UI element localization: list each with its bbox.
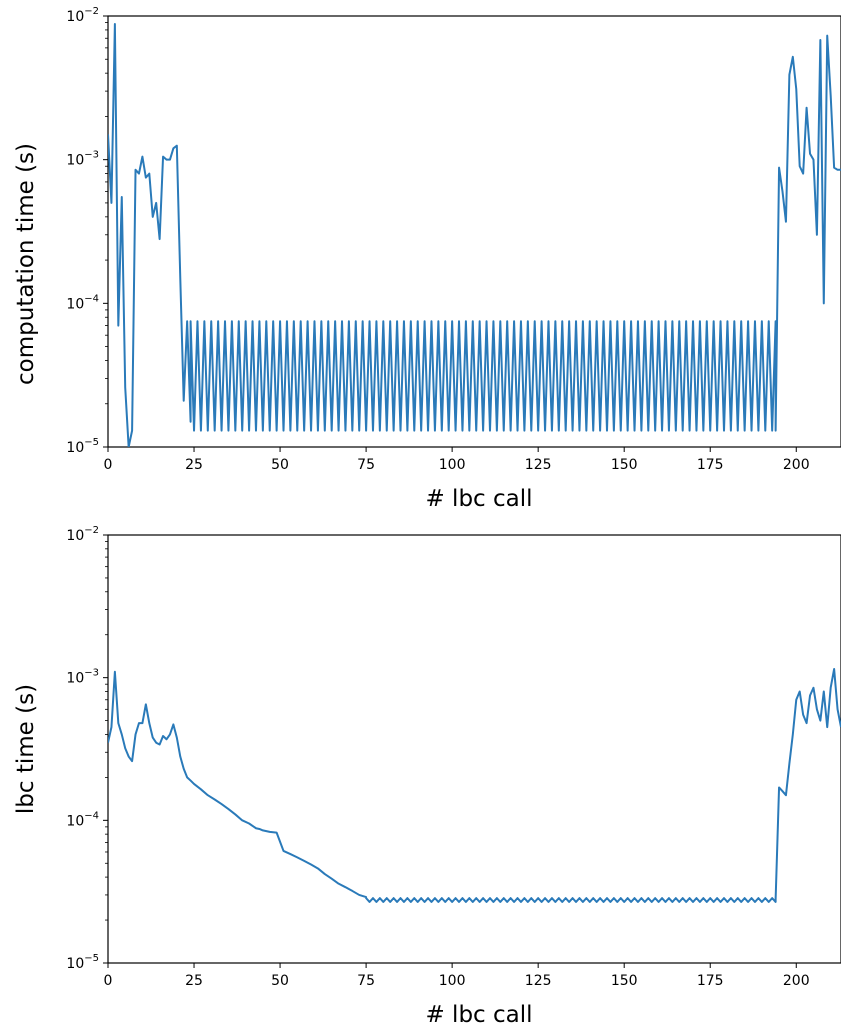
y-tick-labels: 10−5 10−4 10−3 10−2 xyxy=(66,525,99,972)
x-tick-label: 175 xyxy=(697,973,724,989)
x-tick-label: 100 xyxy=(439,973,466,989)
series-line-group xyxy=(108,22,841,447)
x-tick-label: 125 xyxy=(525,973,552,989)
x-tick-label: 0 xyxy=(104,973,113,989)
x-tick-label: 100 xyxy=(439,457,466,473)
y-tick-label: 10−5 xyxy=(66,953,99,972)
x-tick-label: 200 xyxy=(783,973,810,989)
series-line xyxy=(108,22,841,447)
tick-marks xyxy=(103,534,797,968)
y-tick-label: 10−2 xyxy=(66,525,99,544)
x-tick-labels: 0 25 50 75 100 125 150 175 200 xyxy=(104,457,810,473)
series-line-group xyxy=(108,668,841,903)
x-tick-label: 75 xyxy=(357,973,375,989)
y-tick-label: 10−2 xyxy=(66,6,99,25)
y-tick-label: 10−4 xyxy=(66,293,99,312)
x-tick-label: 50 xyxy=(271,457,289,473)
chart-panel-lbc-time: 0 25 50 75 100 125 150 175 200 10−510−410−310−2 … xyxy=(13,525,841,1028)
y-axis-label: computation time (s) xyxy=(13,143,39,385)
x-tick-label: 0 xyxy=(104,457,113,473)
x-axis-label: # lbc call xyxy=(425,486,532,512)
axes-frame xyxy=(107,534,841,964)
x-tick-label: 75 xyxy=(357,457,375,473)
y-tick-labels: 10−5 10−4 10−3 10−2 xyxy=(66,6,99,456)
x-tick-label: 25 xyxy=(185,973,203,989)
x-tick-label: 50 xyxy=(271,973,289,989)
y-tick-label: 10−5 xyxy=(66,437,99,456)
x-tick-label: 150 xyxy=(611,457,638,473)
x-tick-label: 25 xyxy=(185,457,203,473)
y-axis-label: lbc time (s) xyxy=(13,684,39,814)
tick-marks xyxy=(103,15,797,452)
x-tick-label: 125 xyxy=(525,457,552,473)
y-tick-label: 10−3 xyxy=(66,668,99,687)
x-tick-label: 175 xyxy=(697,457,724,473)
x-tick-labels: 0 25 50 75 100 125 150 175 200 xyxy=(104,973,810,989)
y-tick-label: 10−4 xyxy=(66,810,99,829)
chart-panel-computation-time: 0 25 50 75 100 125 150 175 200 10−510−410−310−2 … xyxy=(13,6,841,512)
y-tick-label: 10−3 xyxy=(66,150,99,169)
x-tick-label: 200 xyxy=(783,457,810,473)
x-axis-label: # lbc call xyxy=(425,1002,532,1028)
x-tick-label: 150 xyxy=(611,973,638,989)
axes-frame xyxy=(107,15,841,448)
series-line xyxy=(108,668,841,903)
